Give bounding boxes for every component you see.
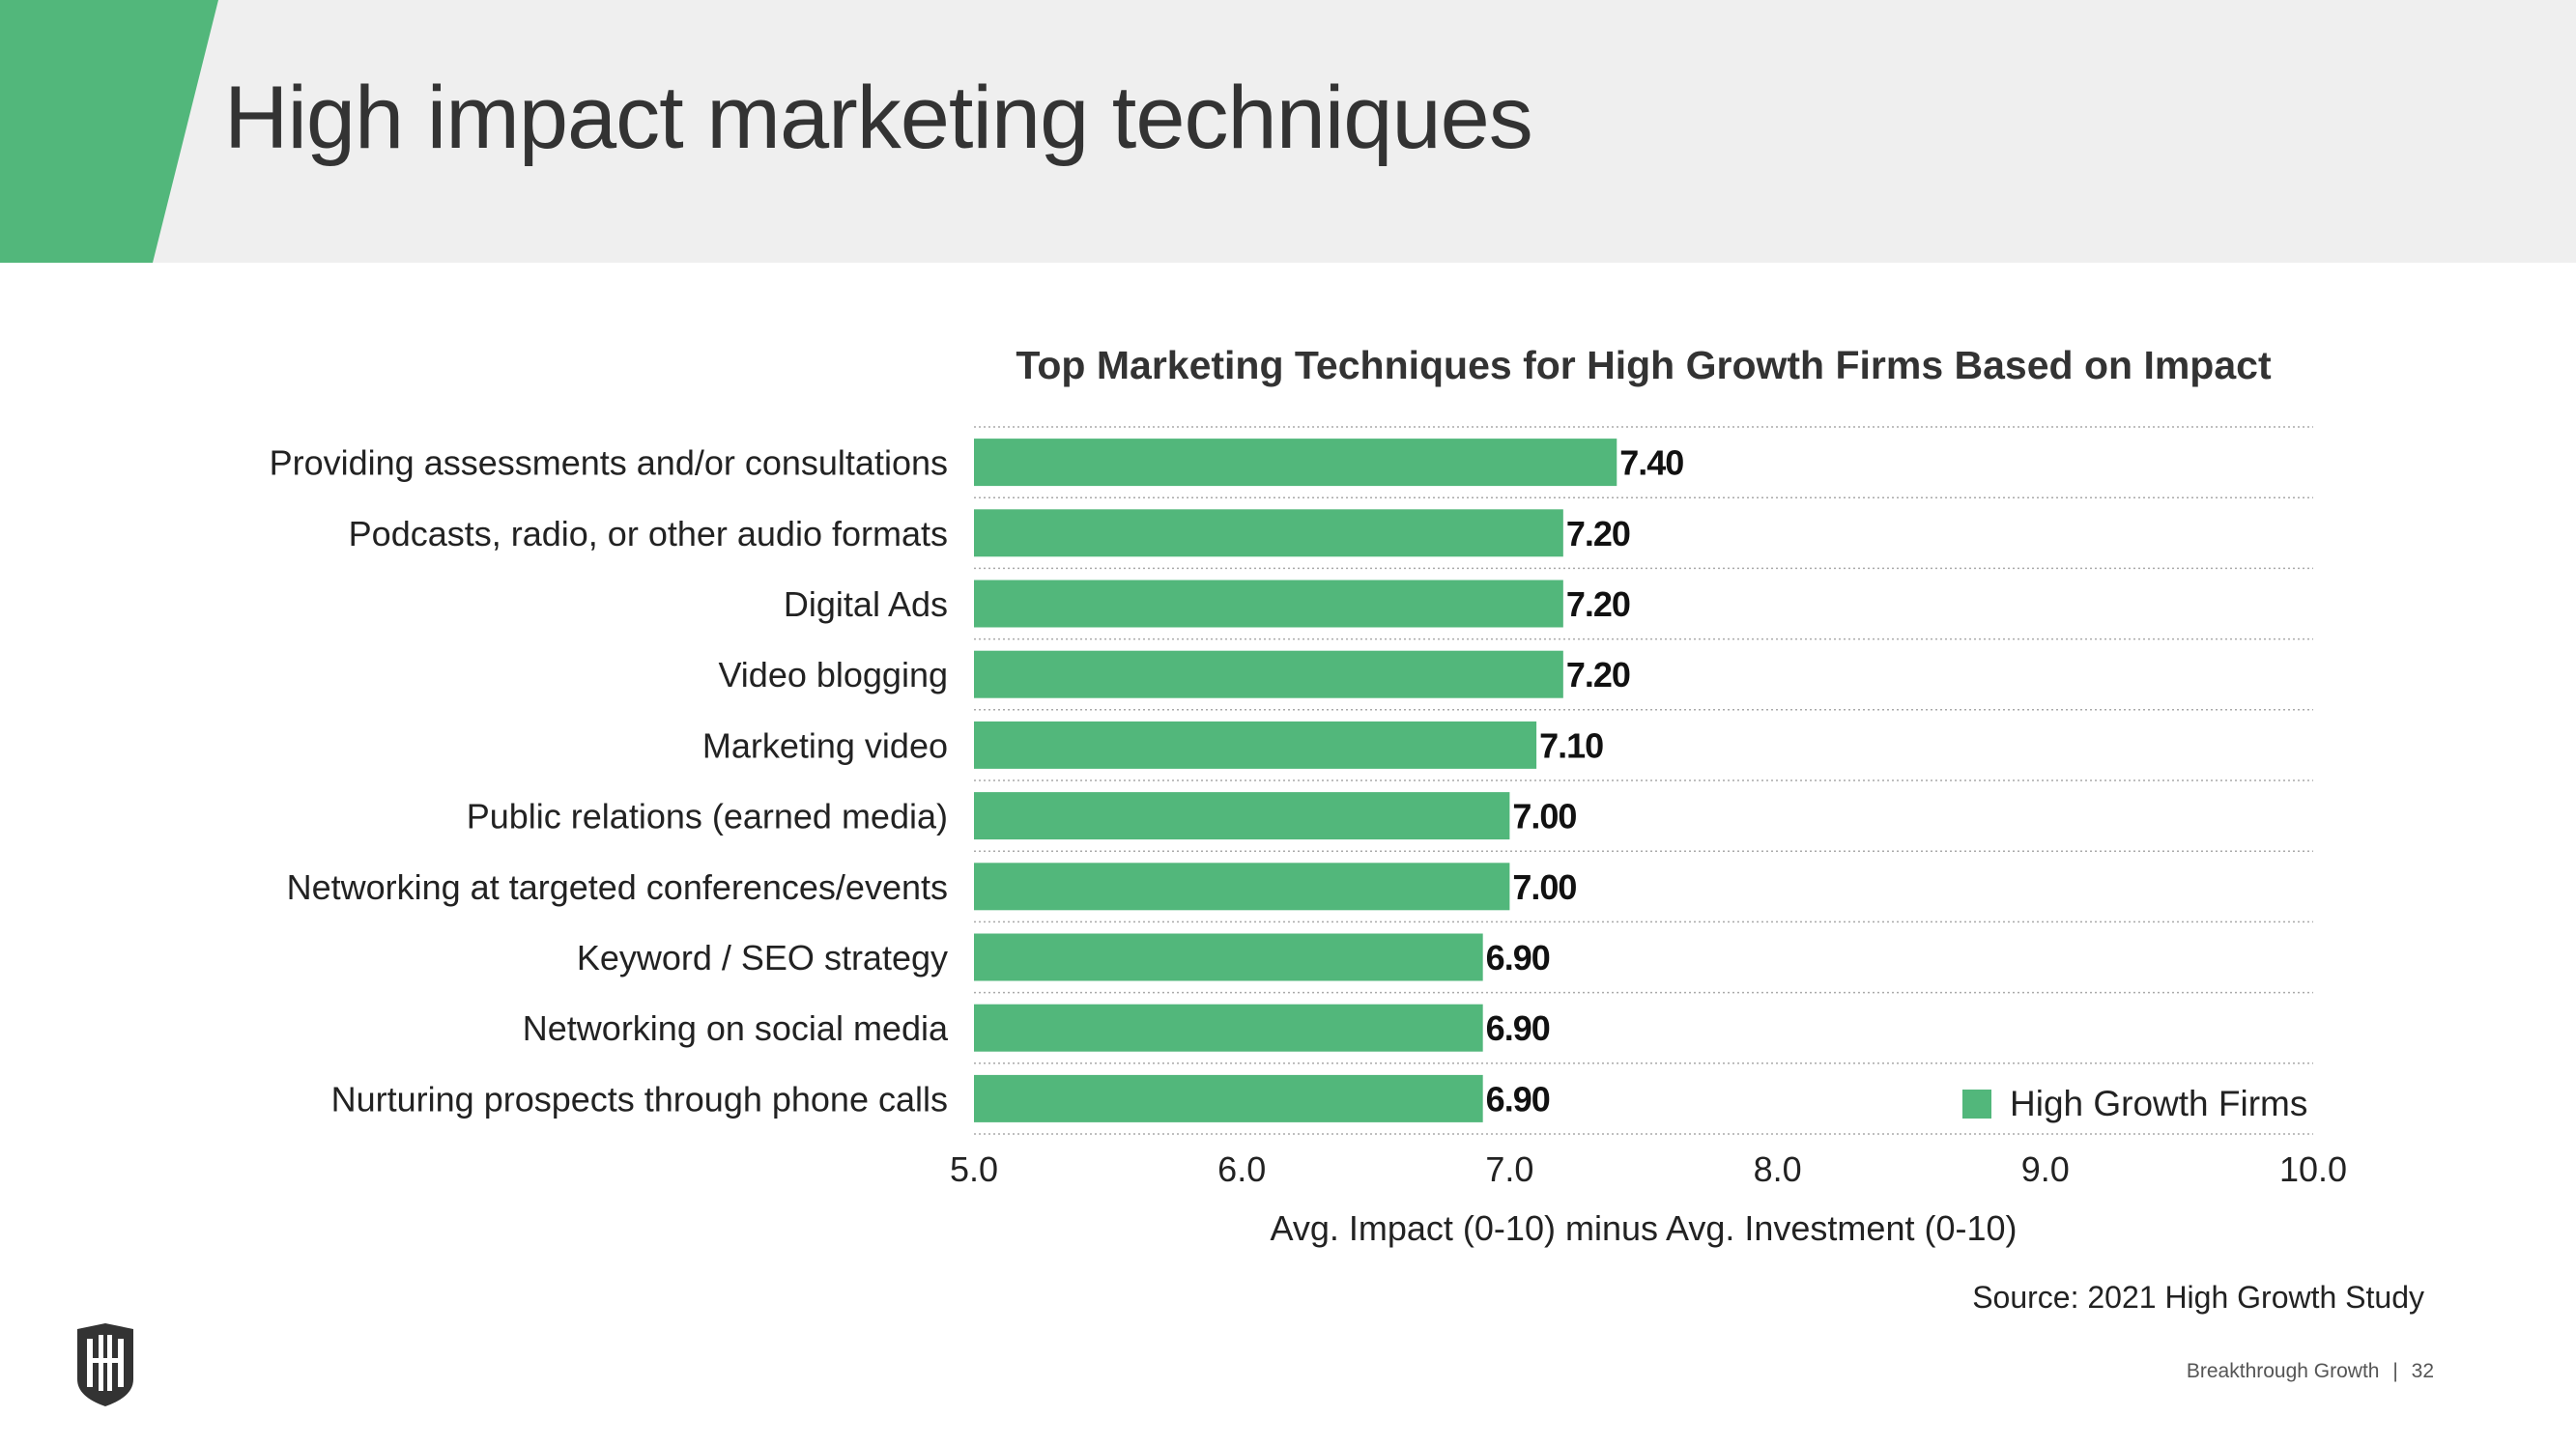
x-tick-label: 6.0 — [1217, 1149, 1266, 1189]
x-tick-label: 7.0 — [1485, 1149, 1533, 1189]
data-label: 6.90 — [1486, 938, 1550, 978]
category-label: Keyword / SEO strategy — [577, 938, 948, 978]
footer: Breakthrough Growth | 32 — [2187, 1360, 2434, 1383]
category-label: Marketing video — [702, 725, 948, 765]
category-label: Video blogging — [718, 655, 948, 694]
footer-separator: | — [2392, 1360, 2398, 1382]
x-axis-title: Avg. Impact (0-10) minus Avg. Investment… — [1271, 1208, 2018, 1248]
category-label: Nurturing prospects through phone calls — [331, 1079, 948, 1119]
page-number: 32 — [2411, 1360, 2434, 1382]
page-title: High impact marketing techniques — [224, 69, 1533, 167]
bar — [974, 792, 1510, 840]
data-label: 7.20 — [1566, 514, 1630, 553]
data-label: 7.10 — [1539, 725, 1603, 765]
footer-brand: Breakthrough Growth — [2186, 1360, 2380, 1382]
bar — [974, 439, 1617, 487]
bar — [974, 933, 1483, 981]
category-label: Providing assessments and/or consultatio… — [270, 443, 948, 483]
chart-title: Top Marketing Techniques for High Growth… — [1016, 343, 2272, 387]
category-label: Public relations (earned media) — [467, 797, 948, 836]
data-label: 7.20 — [1566, 655, 1630, 694]
legend-label: High Growth Firms — [2010, 1084, 2307, 1123]
data-label: 6.90 — [1486, 1008, 1550, 1048]
bar — [974, 580, 1563, 628]
source-note: Source: 2021 High Growth Study — [1972, 1280, 2424, 1315]
x-tick-label: 9.0 — [2021, 1149, 2070, 1189]
bar — [974, 721, 1537, 769]
data-label: 7.00 — [1512, 867, 1576, 907]
green-accent-shape — [0, 0, 218, 263]
x-tick-label: 5.0 — [950, 1149, 998, 1189]
data-label: 6.90 — [1486, 1079, 1550, 1119]
bar — [974, 863, 1510, 911]
data-label: 7.40 — [1619, 443, 1683, 483]
header-band — [0, 0, 2576, 263]
data-label: 7.20 — [1566, 584, 1630, 624]
x-tick-label: 10.0 — [2279, 1149, 2347, 1189]
data-label: 7.00 — [1512, 797, 1576, 836]
legend-swatch — [1962, 1090, 1991, 1119]
x-tick-label: 8.0 — [1754, 1149, 1802, 1189]
shield-logo-icon — [77, 1323, 133, 1406]
bar — [974, 509, 1563, 557]
category-label: Networking on social media — [523, 1008, 949, 1048]
category-label: Podcasts, radio, or other audio formats — [349, 514, 948, 553]
category-label: Networking at targeted conferences/event… — [287, 867, 948, 907]
bar — [974, 1074, 1483, 1122]
bar — [974, 1004, 1483, 1052]
category-label: Digital Ads — [784, 584, 948, 624]
bar — [974, 650, 1563, 698]
